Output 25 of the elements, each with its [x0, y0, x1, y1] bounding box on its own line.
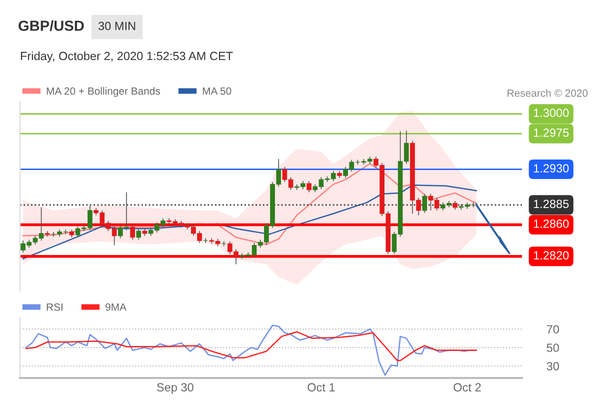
ref-line-label: 1.2975	[534, 128, 569, 137]
legend-label: MA 20 + Bollinger Bands	[46, 87, 160, 97]
y-tick-label: 50	[546, 344, 559, 352]
text: 30 MIN	[98, 22, 136, 30]
legend-label: MA 50	[202, 87, 232, 95]
text: Research © 2020	[508, 89, 588, 97]
candlestick	[306, 180, 312, 193]
candlestick	[136, 228, 142, 240]
line-series	[25, 331, 477, 362]
ref-line-label: 1.3000	[534, 108, 569, 118]
candlestick	[422, 193, 428, 214]
legend-label: 9MA	[106, 303, 126, 311]
ref-line-label: 1.2860	[534, 220, 569, 228]
x-tick-label: Sep 30	[156, 383, 194, 394]
candlestick	[130, 224, 135, 240]
ref-line-label: 1.2930	[534, 164, 569, 172]
ref-line-label: 1.2820	[534, 251, 569, 260]
y-tick-label: 70	[546, 325, 559, 334]
x-tick-label: Oct 1	[308, 383, 335, 392]
chart-title: GBP/USD	[18, 20, 84, 32]
x-tick-label: Oct 2	[454, 383, 481, 392]
legend-label: RSI	[46, 303, 62, 311]
chart-subtitle: Friday, October 2, 2020 1:52:53 AM CET	[20, 52, 233, 62]
ref-line-label: 1.2885	[534, 200, 569, 208]
y-tick-label: 30	[546, 362, 559, 370]
